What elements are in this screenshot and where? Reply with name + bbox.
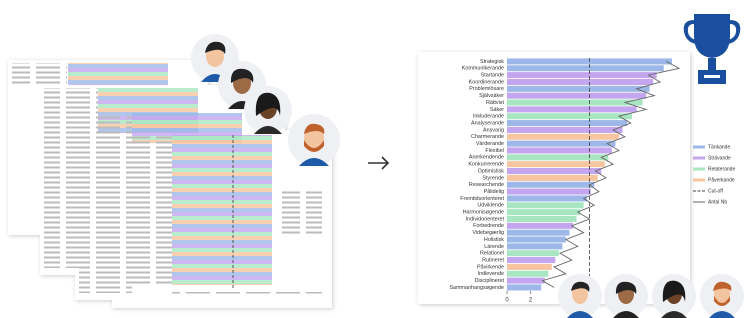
category-label: Charmerande xyxy=(471,134,504,140)
bar xyxy=(507,113,632,119)
bar xyxy=(507,154,608,160)
category-label: Indlevende xyxy=(478,271,504,277)
category-label: Säker xyxy=(490,107,504,113)
bar xyxy=(507,202,584,208)
legend-swatch xyxy=(693,146,705,149)
bar xyxy=(507,230,569,236)
bar xyxy=(507,93,646,99)
category-label: Startande xyxy=(481,73,504,79)
bar xyxy=(507,100,643,106)
bar xyxy=(507,86,650,92)
bar xyxy=(507,106,637,112)
bar xyxy=(507,134,619,140)
bar xyxy=(507,278,545,284)
category-label: Rättvist xyxy=(486,100,504,106)
bar xyxy=(507,189,591,195)
category-label: Styrende xyxy=(482,175,504,181)
category-label: Holistisk xyxy=(484,237,504,243)
category-label: Självsäker xyxy=(479,93,504,99)
bar xyxy=(507,264,552,270)
category-label: Rutineret xyxy=(482,257,504,263)
category-label: Forbedrende xyxy=(473,223,504,229)
bar xyxy=(507,120,627,126)
bar xyxy=(507,237,566,243)
bar xyxy=(507,175,598,181)
bar xyxy=(507,127,623,133)
illustration: StrategiskKommunikerandeStartandeKoordin… xyxy=(0,0,746,318)
category-label: Researchende xyxy=(469,182,504,188)
category-label: Värderande xyxy=(476,141,504,147)
category-label: Analyserande xyxy=(471,120,504,126)
mini-labels xyxy=(116,135,172,285)
category-label: Disciplineret xyxy=(475,278,505,284)
category-label: Udviklende xyxy=(477,203,504,209)
legend-label: Påverkande xyxy=(708,176,735,183)
category-label: Strategisk xyxy=(480,59,504,65)
trophy xyxy=(684,14,741,84)
mini-legend xyxy=(282,190,322,235)
bar xyxy=(507,223,573,229)
category-label: Individorienteret xyxy=(466,216,505,222)
bar xyxy=(507,168,601,174)
category-label: Fremtidsorienteret xyxy=(460,196,504,202)
category-label: Kommunikerande xyxy=(462,66,504,72)
bar xyxy=(507,250,559,256)
legend-label: Strävande xyxy=(708,155,731,161)
legend-label: Cut-off xyxy=(708,188,724,194)
mini-bars xyxy=(172,135,272,285)
legend-label: Relaterande xyxy=(708,166,735,172)
category-label: Optimistisk xyxy=(478,168,505,174)
category-label: Sammanhangsøgende xyxy=(449,285,504,291)
legend-swatch xyxy=(693,157,705,160)
category-label: Påvirkende xyxy=(477,263,504,270)
bar xyxy=(507,209,580,215)
category-label: Koordinerande xyxy=(469,79,504,85)
category-label: Lärende xyxy=(484,244,504,250)
category-label: Pålidelig xyxy=(484,188,504,195)
category-label: Harmonisøgende xyxy=(463,210,504,216)
bar xyxy=(507,271,548,277)
bar xyxy=(507,284,541,290)
category-label: Flexibel xyxy=(485,148,504,154)
arrow xyxy=(368,157,388,169)
bar xyxy=(507,216,577,222)
category-label: Relationel xyxy=(480,251,504,257)
mini-bars xyxy=(68,63,168,85)
legend-label: Tänkande xyxy=(708,144,730,150)
bar xyxy=(507,72,657,78)
bar xyxy=(507,182,594,188)
category-label: Ansvarig xyxy=(483,127,504,133)
legend-swatch xyxy=(693,168,705,171)
bar xyxy=(507,65,664,71)
bar xyxy=(507,79,653,85)
category-label: Anerkendende xyxy=(469,155,504,161)
bar xyxy=(507,257,555,263)
bar xyxy=(507,141,615,147)
category-label: Problemlösare xyxy=(469,86,504,92)
bar xyxy=(507,243,562,249)
legend-swatch xyxy=(693,179,705,182)
mini-labels xyxy=(12,63,67,85)
legend-label: Antal Nb xyxy=(708,199,727,205)
category-label: Inkluderande xyxy=(473,114,504,120)
bar xyxy=(507,161,605,167)
category-label: Videbegærlig xyxy=(472,230,504,236)
mini-axis xyxy=(172,292,322,296)
bar xyxy=(507,195,587,201)
bar xyxy=(507,147,612,153)
category-label: Konkurrerende xyxy=(468,162,504,168)
